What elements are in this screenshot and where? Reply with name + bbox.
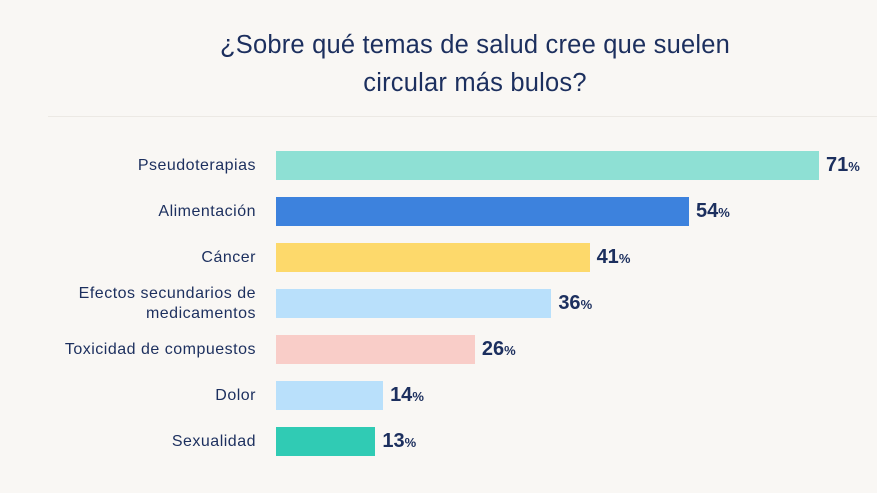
category-label: Efectos secundarios de medicamentos: [0, 284, 256, 324]
value-number: 71: [826, 154, 849, 176]
bar: [276, 335, 475, 364]
value-number: 14: [390, 384, 413, 406]
category-label-line: Sexualidad: [171, 432, 256, 450]
value-label: 14%: [390, 381, 424, 411]
chart-title-line: ¿Sobre qué temas de salud cree que suele…: [219, 31, 731, 59]
category-label: Sexualidad: [0, 432, 256, 452]
bar: [276, 243, 590, 272]
value-number: 54: [695, 200, 719, 222]
category-label: Dolor: [0, 386, 256, 406]
value-label: 71%: [826, 151, 860, 181]
category-label-line: medicamentos: [145, 304, 256, 322]
category-label-line: Dolor: [215, 386, 256, 404]
category-label: Pseudoterapias: [0, 156, 256, 176]
value-number: 36: [558, 292, 581, 314]
value-label: 13%: [382, 427, 416, 457]
value-percent-sign: %: [412, 389, 424, 404]
category-label-line: Cáncer: [201, 248, 256, 266]
value-percent-sign: %: [848, 159, 860, 174]
value-number: 13: [382, 430, 405, 452]
value-percent-sign: %: [618, 251, 631, 266]
value-label: 36%: [558, 289, 592, 319]
title-divider: [48, 116, 877, 117]
value-number: 41: [596, 246, 619, 268]
value-percent-sign: %: [404, 435, 417, 450]
bar: [276, 151, 819, 180]
category-label: Toxicidad de compuestos: [0, 340, 256, 360]
value-label: 41%: [597, 243, 631, 273]
bar: [276, 381, 384, 410]
value-percent-sign: %: [718, 205, 730, 220]
chart-title: ¿Sobre qué temas de salud cree que suele…: [150, 26, 800, 102]
category-label: Alimentación: [0, 202, 256, 222]
category-label: Cáncer: [0, 248, 256, 268]
chart-title-line: circular más bulos?: [363, 69, 587, 97]
value-percent-sign: %: [504, 343, 516, 358]
value-label: 26%: [482, 335, 516, 365]
value-number: 26: [481, 338, 505, 360]
value-label: 54%: [696, 197, 730, 227]
category-label-line: Pseudoterapias: [137, 156, 256, 174]
category-label-line: Efectos secundarios de: [78, 284, 256, 302]
bar: [276, 427, 376, 456]
bar: [276, 197, 689, 226]
value-percent-sign: %: [580, 297, 593, 312]
category-label-line: Alimentación: [158, 202, 256, 220]
category-label-line: Toxicidad de compuestos: [64, 340, 256, 358]
bar: [276, 289, 552, 318]
